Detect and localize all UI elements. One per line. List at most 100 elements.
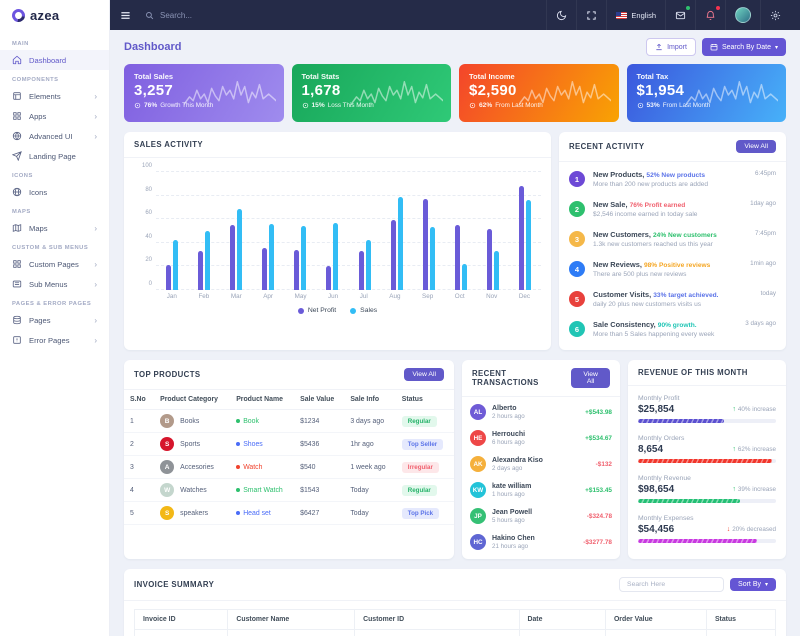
sidebar-item-dashboard[interactable]: Dashboard: [0, 50, 109, 70]
invoice-summary-title: INVOICE SUMMARY: [134, 580, 215, 589]
recent-transactions-view-all-button[interactable]: View All: [571, 368, 610, 388]
search-by-date-label: Search By Date: [721, 43, 771, 51]
bell-icon: [706, 10, 715, 20]
stat-card-title: Total Income: [469, 72, 515, 81]
revenue-progress-fill: [638, 499, 741, 503]
bar-group: [486, 172, 499, 290]
product-name-dot: [236, 441, 241, 446]
stat-card-percent: 76%: [144, 102, 158, 109]
layout-icon: [12, 259, 22, 269]
sidebar-section-label: MAPS: [12, 209, 31, 215]
fullscreen-button[interactable]: [576, 0, 606, 30]
sidebar-item-landing-page[interactable]: Landing Page: [0, 146, 109, 166]
sparkline-icon: [686, 81, 778, 106]
hamburger-menu-icon[interactable]: [120, 10, 131, 21]
transaction-avatar: KW: [470, 482, 486, 498]
activity-description: 1.3k new customers reached us this year: [593, 241, 713, 248]
settings-button[interactable]: [760, 0, 790, 30]
activity-description: There are 500 plus new reviews: [593, 271, 687, 278]
sidebar-item-label: Landing Page: [29, 151, 76, 161]
top-products-view-all-button[interactable]: View All: [404, 368, 444, 381]
sidebar-item-advanced-ui[interactable]: Advanced UI ›: [0, 126, 109, 146]
transaction-name: Jean Powell: [492, 508, 533, 516]
top-products-table: S.No Product Category Product Name Sale Val…: [124, 390, 454, 525]
sidebar-item-sub-menus[interactable]: Sub Menus ›: [0, 274, 109, 294]
product-sno: 2: [124, 432, 155, 456]
stat-card-note: Loss This Month: [327, 102, 374, 109]
revenue-progress-track: [638, 459, 776, 463]
product-category-avatar: A: [160, 460, 175, 474]
y-axis-tick: 0: [148, 281, 152, 287]
chevron-right-icon: ›: [94, 223, 97, 233]
chart-plot-area: 0 20 40 60 80 100: [142, 163, 541, 290]
language-selector[interactable]: English: [606, 0, 665, 30]
activity-title: New Customers,: [593, 230, 651, 239]
sidebar-item-pages[interactable]: Pages ›: [0, 310, 109, 330]
sort-by-label: Sort By: [738, 581, 761, 588]
sidebar-item-maps[interactable]: Maps ›: [0, 218, 109, 238]
top-products-body: 1 B Books Book $1234 3 days ago Regular 2…: [124, 409, 454, 525]
x-axis-label: Oct: [454, 293, 465, 300]
status-badge: Top Pick: [401, 507, 440, 519]
y-axis-tick: 60: [145, 210, 152, 217]
chevron-right-icon: ›: [94, 111, 97, 121]
table-row: 4 W Watches Smart Watch $1543 Today Regul…: [124, 478, 454, 502]
product-name-dot: [236, 510, 241, 515]
stat-card-footer: 62% From Last Month: [469, 102, 609, 109]
activity-description: More than 200 new products are added: [593, 181, 709, 188]
transaction-amount: +$543.98: [585, 408, 612, 416]
y-axis-tick: 40: [145, 233, 152, 240]
product-name: Shoes: [243, 440, 263, 448]
sidebar-item-elements[interactable]: Elements ›: [0, 86, 109, 106]
invoice-invoice-id: 002584611: [133, 629, 229, 636]
status-badge: Regular: [401, 415, 437, 427]
import-button[interactable]: Import: [646, 38, 696, 56]
x-axis-label: May: [294, 293, 307, 300]
bar-group: [294, 172, 307, 290]
search-input[interactable]: [160, 10, 280, 20]
sidebar-item-apps[interactable]: Apps ›: [0, 106, 109, 126]
revenue-delta: 62% increase: [737, 446, 776, 453]
stat-card-value: $1,954: [636, 82, 685, 99]
activity-number-badge: 4: [569, 261, 585, 277]
sort-by-button[interactable]: Sort By ▾: [730, 578, 776, 591]
recent-activity-view-all-button[interactable]: View All: [736, 140, 776, 153]
column-header: Sale Info: [344, 390, 396, 410]
notifications-button[interactable]: [695, 0, 725, 30]
stat-card-percent: 53%: [646, 102, 660, 109]
legend-item: Net Profit: [297, 307, 336, 314]
activity-title: New Reviews,: [593, 260, 642, 269]
revenue-delta: 39% increase: [737, 486, 776, 493]
revenue-item: Monthly Revenue $98,654 ↑ 39% increase: [638, 470, 776, 510]
transaction-avatar: JP: [470, 508, 486, 524]
sidebar-item-error-pages[interactable]: Error Pages ›: [0, 330, 109, 350]
search-by-date-button[interactable]: Search By Date ▾: [701, 38, 786, 56]
invoice-search-input[interactable]: [619, 577, 725, 592]
sidebar-item-label: Error Pages: [29, 335, 70, 345]
sales-activity-title: SALES ACTIVITY: [134, 140, 203, 149]
transaction-avatar: HE: [470, 430, 486, 446]
dark-mode-toggle[interactable]: [546, 0, 576, 30]
stat-card-note: From Last Month: [662, 102, 711, 109]
recent-activity-panel: RECENT ACTIVITY View All 1 New Products,…: [559, 132, 786, 350]
messages-button[interactable]: [665, 0, 695, 30]
stat-card-total-tax: Total Tax $1,954 53% From Last Month: [626, 64, 786, 122]
transaction-amount: +$534.67: [585, 434, 612, 442]
activity-highlight: 98% Positive reviews: [643, 262, 711, 269]
brand-logo[interactable]: azea: [0, 0, 109, 30]
product-name-dot: [236, 487, 241, 492]
invoice-table-body: 002584611Joan PowellJoanPowell@gmail.com…: [133, 629, 777, 636]
sphere-icon: [12, 187, 22, 197]
transaction-amount: +$153.45: [585, 486, 612, 494]
sidebar-item-icons[interactable]: Icons: [0, 182, 109, 202]
product-category-avatar: S: [160, 506, 175, 520]
profile-menu[interactable]: [725, 0, 760, 30]
navbar-search: [145, 10, 546, 20]
revenue-label: Monthly Expenses: [638, 515, 694, 522]
gridline: [156, 171, 541, 172]
activity-title: New Products,: [593, 170, 645, 179]
activity-item: 6 Sale Consistency, 90% growth. More tha…: [569, 314, 776, 344]
import-label: Import: [667, 43, 687, 51]
sidebar-item-custom-pages[interactable]: Custom Pages ›: [0, 254, 109, 274]
